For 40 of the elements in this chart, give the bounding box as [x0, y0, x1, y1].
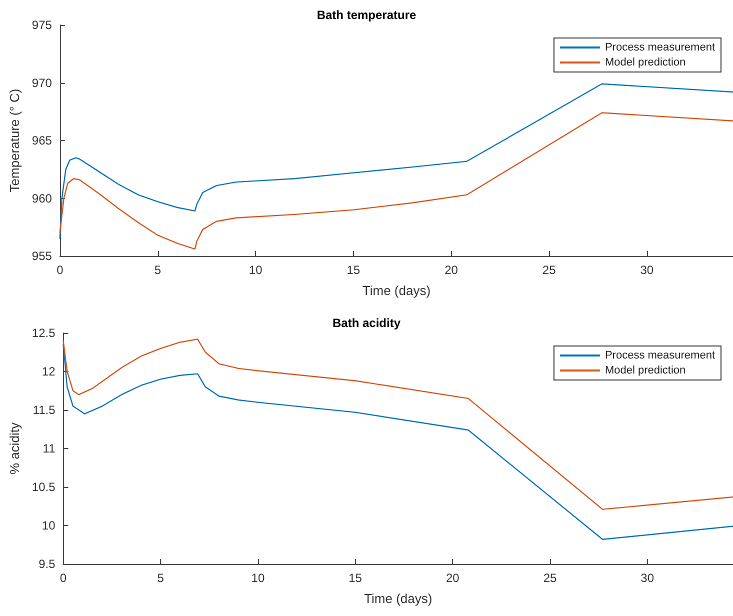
x-tick-label: 5 — [157, 571, 164, 585]
line-series — [62, 338, 733, 510]
x-tick-label: 25 — [542, 263, 556, 277]
legend-label: Model prediction — [604, 364, 686, 376]
x-tick-label: 20 — [446, 571, 460, 585]
y-tick-label: 975 — [32, 18, 52, 32]
x-tick-label: 20 — [444, 263, 458, 277]
y-axis-title: Temperature (° C) — [7, 88, 22, 192]
line-series — [62, 344, 733, 540]
x-tick-label: 15 — [348, 571, 362, 585]
x-tick-label: 0 — [56, 263, 64, 277]
y-tick-label: 955 — [32, 249, 52, 263]
chart-title: Bath acidity — [332, 316, 401, 330]
line-series — [59, 83, 733, 240]
legend-label: Process measurement — [604, 42, 716, 54]
chart-title: Bath temperature — [316, 8, 417, 22]
x-tick-label: 5 — [154, 263, 162, 277]
legend-label: Model prediction — [604, 56, 686, 68]
y-tick-label: 9.5 — [38, 557, 56, 571]
y-tick-label: 10.5 — [32, 480, 56, 494]
line-series — [59, 112, 733, 250]
x-tick-label: 30 — [640, 263, 654, 277]
y-tick-label: 970 — [32, 76, 52, 90]
y-tick-label: 960 — [32, 191, 52, 206]
y-axis-title: % acidity — [7, 422, 22, 475]
y-tick-label: 10 — [42, 518, 56, 532]
x-axis-title: Time (days) — [362, 283, 431, 298]
x-tick-label: 0 — [60, 571, 67, 585]
x-tick-label: 30 — [640, 571, 654, 585]
x-tick-label: 10 — [248, 263, 263, 277]
y-tick-label: 965 — [32, 134, 52, 148]
x-tick-label: 15 — [346, 263, 360, 277]
y-tick-label: 11.5 — [32, 403, 56, 417]
x-tick-label: 25 — [543, 571, 557, 585]
y-tick-label: 12.5 — [32, 326, 56, 340]
legend-label: Process measurement — [604, 350, 716, 362]
x-tick-label: 10 — [251, 571, 265, 585]
y-tick-label: 12 — [42, 364, 56, 378]
x-axis-title: Time (days) — [364, 591, 432, 606]
y-tick-label: 11 — [42, 442, 56, 456]
